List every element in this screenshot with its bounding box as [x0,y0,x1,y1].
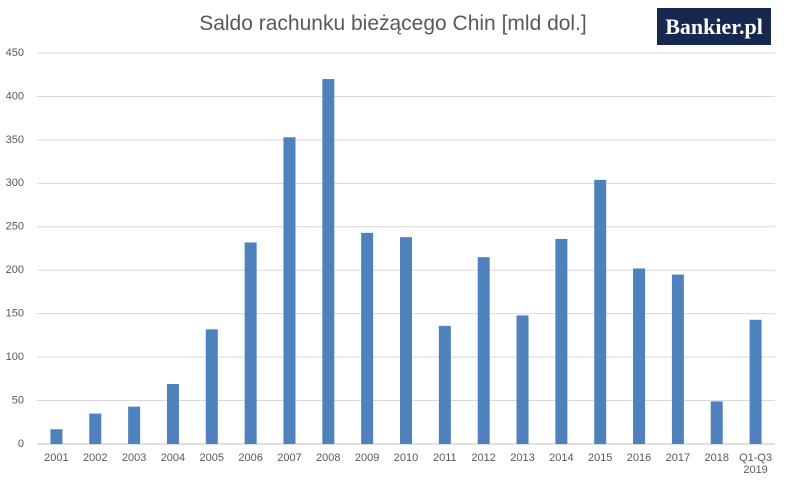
y-tick-label: 400 [6,90,24,102]
x-tick-label: 2009 [354,452,380,464]
y-tick-label: 350 [6,134,24,146]
bar [671,274,684,444]
bar [205,329,218,444]
x-tick-label: 2008 [316,452,341,464]
bar [128,406,141,444]
chart-title: Saldo rachunku bieżącego Chin [mld dol.] [199,12,587,35]
bar [633,268,646,444]
x-tick-label: 2017 [665,452,691,464]
logo: Bankier.pl [657,8,771,45]
x-tick-label: 2018 [704,452,729,464]
y-tick-label: 450 [6,47,24,59]
bar [438,325,451,444]
bar [400,237,412,444]
bar [361,232,374,444]
x-tick-label: Q1-Q3 2019 [739,452,773,476]
x-tick-label: 2001 [44,452,69,464]
y-tick-label: 150 [6,308,24,320]
bar [555,238,568,444]
bar [166,384,179,444]
x-tick-label: 2005 [199,452,225,464]
y-tick-label: 200 [6,264,24,276]
bar [516,315,529,444]
x-tick-label: 2002 [83,452,108,464]
x-tick-label: 2011 [433,452,457,464]
bar [89,413,102,444]
x-tick-label: 2006 [238,452,263,464]
x-tick-label: 2003 [121,452,147,464]
bar [594,179,607,444]
x-tick-label: 2004 [160,452,186,464]
bar [50,429,63,444]
bar [710,401,723,444]
x-tick-label: 2013 [510,452,535,464]
bar [244,242,257,444]
x-tick-label: 2015 [587,452,613,464]
x-tick-label: 2016 [626,452,652,464]
y-tick-label: 0 [18,438,24,450]
bar [749,319,762,444]
y-tick-label: 250 [6,221,24,233]
bar [322,79,335,445]
x-tick-label: 2007 [277,452,302,464]
x-tick-label: 2010 [393,452,419,464]
x-tick-label: 2014 [549,452,574,464]
y-tick-label: 50 [12,394,24,406]
y-tick-label: 100 [6,351,24,363]
y-tick-label: 300 [6,177,24,189]
bar [283,137,296,444]
bar [477,257,490,444]
x-tick-label: 2012 [471,452,496,464]
